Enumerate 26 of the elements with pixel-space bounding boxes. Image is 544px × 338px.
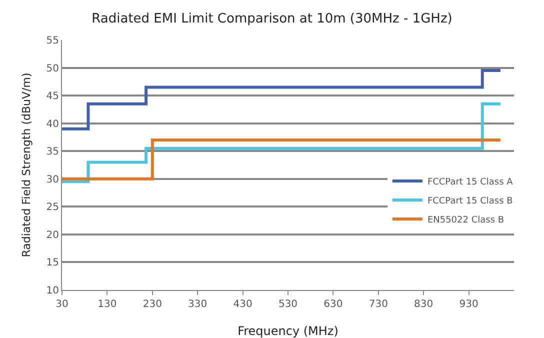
x-tick-label: 730 (368, 299, 388, 310)
y-tick-label: 40 (46, 118, 59, 130)
x-axis-title: Frequency (MHz) (238, 324, 338, 338)
y-axis-title: Radiated Field Strength (dBuV/m) (20, 72, 33, 258)
y-tick-label: 20 (46, 230, 59, 241)
y-tick-label: 15 (46, 258, 59, 269)
y-tick-label: 30 (46, 174, 59, 186)
x-tick-label: 230 (142, 299, 162, 310)
x-tick-label: 930 (459, 299, 478, 310)
y-tick-label: 50 (46, 63, 59, 74)
x-tick-label: 130 (98, 299, 117, 310)
y-tick-label: 55 (46, 36, 59, 46)
legend-label: EN55022 Class B (427, 216, 504, 226)
legend-label: FCCPart 15 Class A (427, 178, 514, 188)
y-tick-label: 25 (46, 202, 59, 214)
x-tick-label: 30 (56, 299, 68, 310)
x-tick-label: 830 (414, 299, 434, 310)
legend-label: FCCPart 15 Class B (427, 196, 513, 207)
x-tick-label: 530 (278, 299, 298, 310)
x-tick-label: 430 (233, 299, 252, 310)
y-tick-label: 35 (46, 146, 59, 158)
x-tick-label: 330 (188, 299, 208, 310)
y-tick-label: 10 (46, 286, 59, 296)
y-tick-label: 45 (46, 91, 59, 102)
x-tick-label: 630 (324, 299, 343, 310)
chart-title: Radiated EMI Limit Comparison at 10m (30MHz - 1GHz) (92, 12, 452, 27)
